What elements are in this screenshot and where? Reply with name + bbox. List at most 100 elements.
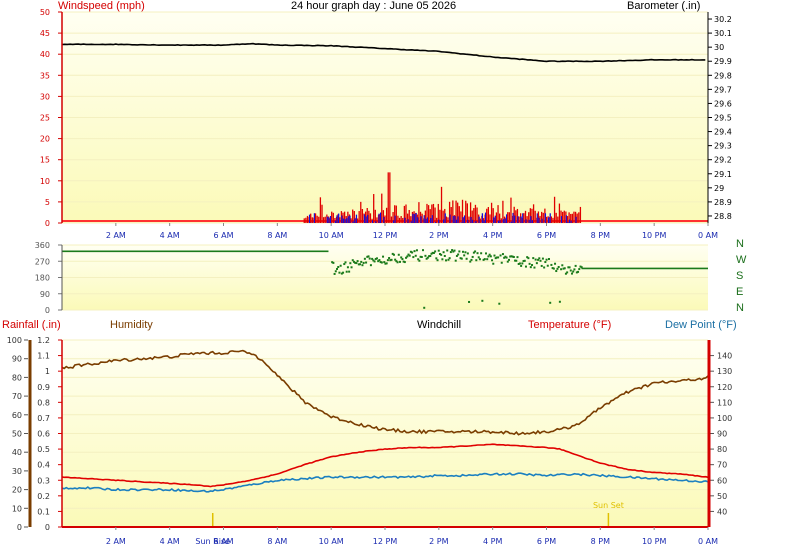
direction-point xyxy=(517,262,520,265)
direction-tick-label: 270 xyxy=(35,257,50,266)
direction-point xyxy=(345,270,348,273)
direction-point xyxy=(408,254,411,257)
direction-point xyxy=(515,259,518,262)
dewpoint-series-line xyxy=(61,472,709,493)
direction-point xyxy=(406,255,409,258)
direction-point xyxy=(514,259,517,262)
rainfall-tick-label: 0.9 xyxy=(37,383,50,392)
direction-point xyxy=(346,266,349,269)
direction-point xyxy=(357,263,360,266)
rainfall-tick-label: 0 xyxy=(45,523,50,532)
direction-point xyxy=(391,252,394,255)
direction-point xyxy=(400,256,403,259)
direction-point xyxy=(355,262,358,265)
bottom-x-tick-label: 2 AM xyxy=(106,537,126,546)
direction-point xyxy=(580,266,583,269)
direction-point xyxy=(413,250,416,253)
direction-point xyxy=(466,252,469,255)
direction-point xyxy=(458,250,461,253)
direction-point xyxy=(359,263,362,266)
bottom-x-tick-label: 2 PM xyxy=(429,537,448,546)
direction-point xyxy=(380,261,383,264)
humidity-tick-label: 60 xyxy=(12,411,22,420)
direction-point xyxy=(560,268,563,271)
direction-point xyxy=(550,263,553,266)
sunrise-label: Sun Rise xyxy=(195,537,230,546)
direction-point xyxy=(397,253,400,256)
direction-point xyxy=(443,254,446,257)
direction-point xyxy=(578,268,581,271)
bottom-x-tick-label: 12 PM xyxy=(373,537,398,546)
direction-point xyxy=(395,260,398,263)
top-x-tick-label: 10 AM xyxy=(319,231,344,240)
direction-point xyxy=(478,258,481,261)
direction-point xyxy=(477,256,480,259)
direction-point xyxy=(540,264,543,267)
direction-point xyxy=(448,257,451,260)
direction-point xyxy=(415,249,418,252)
direction-point xyxy=(422,249,425,252)
rainfall-tick-label: 0.7 xyxy=(37,414,50,423)
direction-point xyxy=(428,255,431,258)
direction-point xyxy=(572,270,575,273)
direction-point xyxy=(340,272,343,275)
direction-point xyxy=(455,254,458,257)
barometer-tick-label: 29.2 xyxy=(714,156,732,165)
barometer-tick-label: 29.1 xyxy=(714,170,732,179)
bottom-x-tick-label: 10 PM xyxy=(642,537,667,546)
direction-point xyxy=(555,270,558,273)
direction-point xyxy=(409,250,412,253)
windspeed-tick-label: 45 xyxy=(40,29,50,38)
direction-point xyxy=(424,254,427,257)
direction-point xyxy=(474,250,477,253)
windspeed-tick-label: 40 xyxy=(40,50,50,59)
rainfall-axis-title: Rainfall (.in) xyxy=(2,319,61,331)
direction-point xyxy=(574,264,577,267)
direction-label-north-top: N xyxy=(736,238,744,250)
direction-point xyxy=(552,267,555,270)
barometer-tick-label: 28.8 xyxy=(714,212,732,221)
direction-point xyxy=(442,251,445,254)
direction-point xyxy=(352,260,355,263)
direction-point xyxy=(520,264,523,267)
direction-point xyxy=(481,299,484,302)
direction-point xyxy=(465,257,468,260)
rainfall-tick-label: 0.5 xyxy=(37,445,50,454)
barometer-tick-label: 29.5 xyxy=(714,114,732,123)
direction-point xyxy=(518,262,521,265)
bottom-x-tick-label: 6 AM xyxy=(213,537,233,546)
direction-point xyxy=(516,256,519,259)
direction-point xyxy=(350,266,353,269)
windspeed-tick-label: 30 xyxy=(40,92,50,101)
direction-point xyxy=(523,259,526,262)
rainfall-tick-label: 0.4 xyxy=(37,461,50,470)
direction-point xyxy=(533,266,536,269)
direction-point xyxy=(499,254,502,257)
direction-point xyxy=(369,264,372,267)
direction-point xyxy=(486,258,489,261)
direction-point xyxy=(535,262,538,265)
temperature-tick-label: 90 xyxy=(717,430,727,439)
direction-point xyxy=(379,261,382,264)
direction-point xyxy=(438,252,441,255)
direction-tick-label: 360 xyxy=(35,241,50,250)
direction-point xyxy=(332,261,335,264)
direction-point xyxy=(495,256,498,259)
temperature-tick-label: 100 xyxy=(717,414,732,423)
direction-point xyxy=(531,264,534,267)
direction-point xyxy=(482,258,485,261)
rainfall-tick-label: 0.1 xyxy=(37,507,50,516)
barometer-tick-label: 29.7 xyxy=(714,85,732,94)
humidity-tick-label: 100 xyxy=(7,336,22,345)
humidity-tick-label: 50 xyxy=(12,430,22,439)
direction-point xyxy=(419,255,422,258)
direction-point xyxy=(475,259,478,262)
direction-point xyxy=(407,253,410,256)
graph-title: 24 hour graph day : June 05 2026 xyxy=(291,0,457,12)
direction-point xyxy=(374,257,377,260)
direction-point xyxy=(570,272,573,275)
direction-point xyxy=(544,261,547,264)
dewpoint-axis-title: Dew Point (°F) xyxy=(665,319,737,331)
direction-point xyxy=(343,263,346,266)
